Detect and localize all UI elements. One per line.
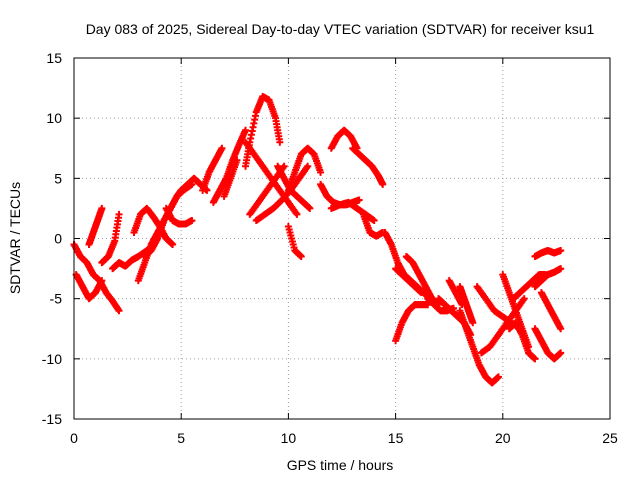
y-tick-label: -10 — [42, 351, 62, 367]
series-arc-25 — [359, 210, 387, 240]
series-arc-23 — [349, 144, 387, 188]
data-point — [557, 325, 565, 333]
data-point — [293, 210, 301, 218]
data-point — [379, 180, 387, 188]
y-tick-label: 5 — [54, 170, 62, 186]
data-point — [531, 355, 539, 363]
x-axis-title: GPS time / hours — [287, 457, 394, 473]
data-point — [280, 162, 288, 170]
series-arc-27 — [392, 265, 425, 297]
series-arc-42 — [531, 325, 565, 363]
series-arc-13 — [220, 156, 241, 200]
x-tick-labels: 0 5 10 15 20 25 — [70, 430, 618, 446]
data-point — [370, 216, 378, 224]
data-point — [557, 265, 565, 273]
data-point — [520, 295, 528, 303]
y-tick-label: -15 — [42, 411, 62, 427]
data-point — [557, 247, 565, 255]
grid — [74, 58, 610, 419]
data-point — [242, 126, 250, 134]
series-arc-34 — [445, 277, 466, 309]
axis-ticks — [73, 57, 611, 420]
data-point — [98, 277, 106, 285]
x-tick-label: 5 — [177, 430, 185, 446]
y-axis-title: SDTVAR / TECUs — [7, 182, 23, 294]
series-arc-4 — [98, 210, 123, 267]
series-arc-19 — [284, 144, 325, 194]
series-arc-29 — [392, 301, 432, 345]
series-arc-3 — [85, 204, 106, 249]
series-arc-41 — [531, 265, 565, 291]
series-arc-17 — [252, 162, 312, 224]
data-point — [115, 307, 123, 315]
data-point — [169, 241, 177, 249]
y-tick-label: 10 — [46, 110, 62, 126]
data-point — [495, 373, 503, 381]
y-tick-label: 0 — [54, 231, 62, 247]
x-tick-label: 20 — [495, 430, 511, 446]
chart-title: Day 083 of 2025, Sidereal Day-to-day VTE… — [86, 21, 595, 37]
series-arc-43 — [537, 289, 565, 333]
x-tick-label: 25 — [602, 430, 618, 446]
series-arc-16 — [246, 162, 288, 218]
series-arc-32 — [456, 307, 503, 387]
data-point — [276, 138, 284, 146]
data-point — [469, 319, 477, 327]
data-point — [297, 253, 305, 261]
data-point — [417, 289, 425, 297]
data-point — [188, 216, 196, 224]
data-point — [98, 204, 106, 212]
series-arc-38 — [505, 319, 539, 363]
data-points — [70, 93, 565, 387]
series-arc-15 — [242, 138, 301, 218]
y-tick-label: 15 — [46, 50, 62, 66]
series-arc-11 — [199, 144, 226, 194]
series-arc-39 — [510, 271, 550, 303]
data-point — [115, 210, 123, 218]
x-tick-label: 0 — [70, 430, 78, 446]
data-point — [233, 156, 241, 164]
data-point — [557, 349, 565, 357]
series-arc-20 — [284, 222, 305, 261]
data-point — [317, 168, 325, 176]
series-arc-12 — [209, 126, 250, 206]
data-point — [458, 301, 466, 309]
series-arc-9 — [162, 204, 196, 228]
series-arc-2 — [72, 271, 106, 303]
y-tick-labels: 15 10 5 0 -5 -10 -15 — [42, 50, 62, 427]
data-point — [306, 204, 314, 212]
y-tick-label: -5 — [50, 291, 63, 307]
data-point — [355, 196, 363, 204]
data-point — [218, 144, 226, 152]
x-tick-label: 10 — [281, 430, 297, 446]
data-point — [304, 162, 312, 170]
x-tick-label: 15 — [388, 430, 404, 446]
series-arc-40 — [531, 247, 565, 261]
